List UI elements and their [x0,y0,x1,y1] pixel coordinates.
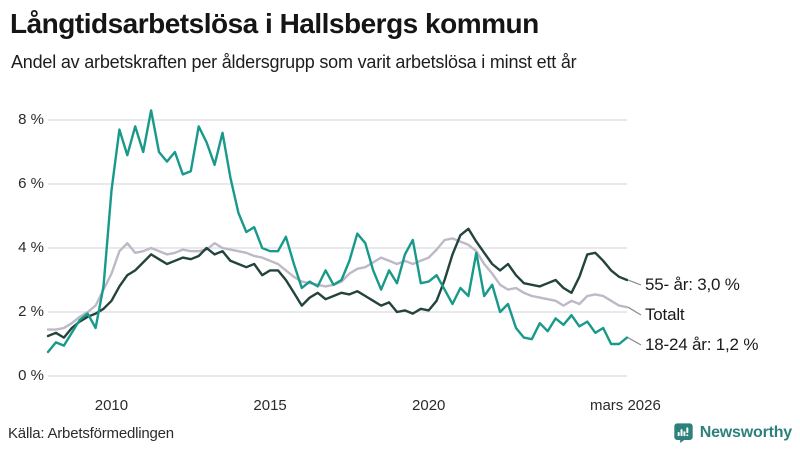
x-tick-label: 2015 [253,397,287,414]
series-lines [46,109,629,354]
y-tick-label: 2 % [18,303,44,320]
source-note: Källa: Arbetsförmedlingen [8,425,174,442]
page-title: Långtidsarbetslösa i Hallsbergs kommun [10,8,539,39]
series-end-label-0: 55- år: 3,0 % [645,275,740,294]
y-tick-label: 6 % [18,175,44,192]
series-end-label-2: 18-24 år: 1,2 % [645,335,759,354]
y-tick-label: 4 % [18,239,44,256]
page-subtitle: Andel av arbetskraften per åldersgrupp s… [11,52,577,72]
series-end-label-1: Totalt [645,305,685,324]
newsworthy-logo: Newsworthy [673,422,792,443]
series-line-55-ar [46,227,629,339]
series-line-18-24-ar [46,109,629,354]
gridlines [48,119,627,377]
x-tick-label: 2010 [94,397,129,414]
end-label-connector [627,337,642,346]
y-tick-label: 8 % [18,111,44,128]
x-tick-label: 2020 [412,397,446,414]
series-line-totalt [46,237,629,331]
end-label-connector [627,279,642,286]
newsworthy-wordmark: Newsworthy [699,423,792,441]
y-tick-label: 0 % [18,367,44,384]
x-tick-label: mars 2026 [589,397,661,414]
label-connectors [627,279,642,346]
end-label-connector [627,306,642,316]
newsworthy-bubble-chart-icon [674,423,693,443]
